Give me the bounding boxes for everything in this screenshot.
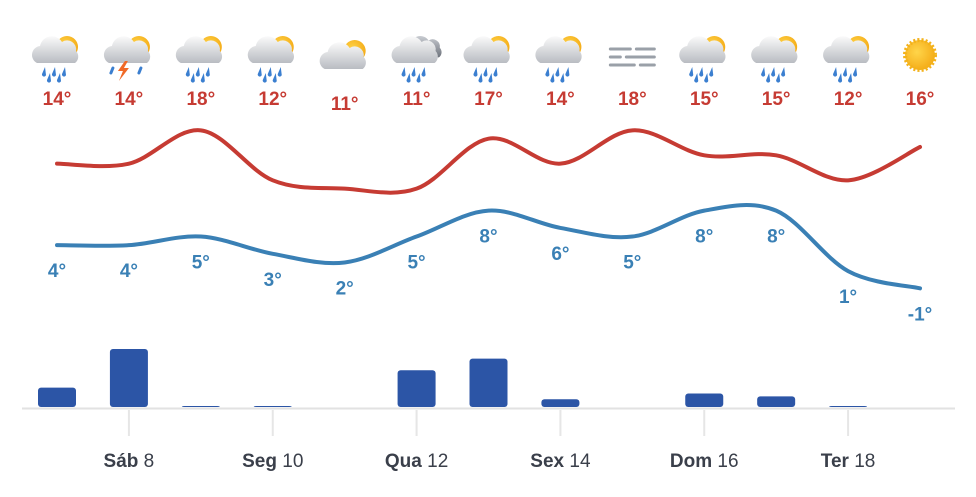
temperature-line xyxy=(55,128,922,195)
day-label: Sáb 8 xyxy=(104,451,155,472)
high-temp-label: 18° xyxy=(618,89,647,110)
high-temp-label: 11° xyxy=(403,89,431,110)
high-temp-label: 14° xyxy=(43,89,72,110)
precipitation-bar xyxy=(829,406,868,407)
precipitation-bar xyxy=(109,349,148,407)
high-temp-label: 11° xyxy=(331,94,359,115)
low-temp-label: 5° xyxy=(623,253,641,274)
high-temp-label: 16° xyxy=(906,89,935,110)
high-temp-label: 12° xyxy=(258,89,287,110)
weather-icons xyxy=(32,36,937,83)
low-temp-label: 5° xyxy=(192,253,210,274)
precipitation-bar xyxy=(685,393,724,407)
high-temp-label: 14° xyxy=(546,89,575,110)
low-temp-label: 4° xyxy=(120,261,138,282)
precipitation-bar xyxy=(253,406,292,407)
low-temp-label: 2° xyxy=(336,278,354,299)
precipitation-bar xyxy=(541,399,580,407)
low-temp-label: 1° xyxy=(839,287,857,308)
weather-icon xyxy=(248,36,294,83)
weather-icon xyxy=(535,36,581,83)
weather-icon xyxy=(176,36,222,83)
high-temp-label: 17° xyxy=(474,89,503,110)
high-temp-label: 18° xyxy=(186,89,215,110)
precipitation-bar xyxy=(38,387,76,407)
precipitation-bar xyxy=(181,406,220,407)
day-label: Seg 10 xyxy=(242,451,303,472)
weather-icon xyxy=(751,36,797,83)
weather-icon xyxy=(392,36,442,83)
day-label: Ter 18 xyxy=(821,451,876,472)
weather-icon xyxy=(104,36,150,81)
weather-icon xyxy=(320,40,366,69)
high-temp-label: 15° xyxy=(762,89,791,110)
weather-icon xyxy=(679,36,725,83)
precipitation-bar xyxy=(469,358,508,407)
high-temp-label: 15° xyxy=(690,89,719,110)
weather-icon xyxy=(823,36,869,83)
low-temp-label: 6° xyxy=(551,244,569,265)
weather-icon xyxy=(608,47,656,67)
low-temp-label: 8° xyxy=(767,227,785,248)
low-temp-label: 5° xyxy=(407,253,425,274)
temperature-line xyxy=(55,203,922,291)
day-label: Sex 14 xyxy=(530,451,591,472)
high-temp-label: 14° xyxy=(115,89,144,110)
low-temp-label: 8° xyxy=(479,227,497,248)
precipitation-bar xyxy=(397,370,436,407)
weather-icon xyxy=(32,36,78,83)
day-label: Qua 12 xyxy=(385,451,448,472)
day-label: Dom 16 xyxy=(670,451,739,472)
low-temp-label: 3° xyxy=(264,270,282,291)
weather-icon xyxy=(464,36,510,83)
weather-icon xyxy=(903,38,937,72)
precipitation-bar xyxy=(757,396,796,407)
low-temp-label: 4° xyxy=(48,261,66,282)
low-temp-label: 8° xyxy=(695,227,713,248)
low-temp-label: -1° xyxy=(908,304,933,325)
high-temp-label: 12° xyxy=(834,89,863,110)
